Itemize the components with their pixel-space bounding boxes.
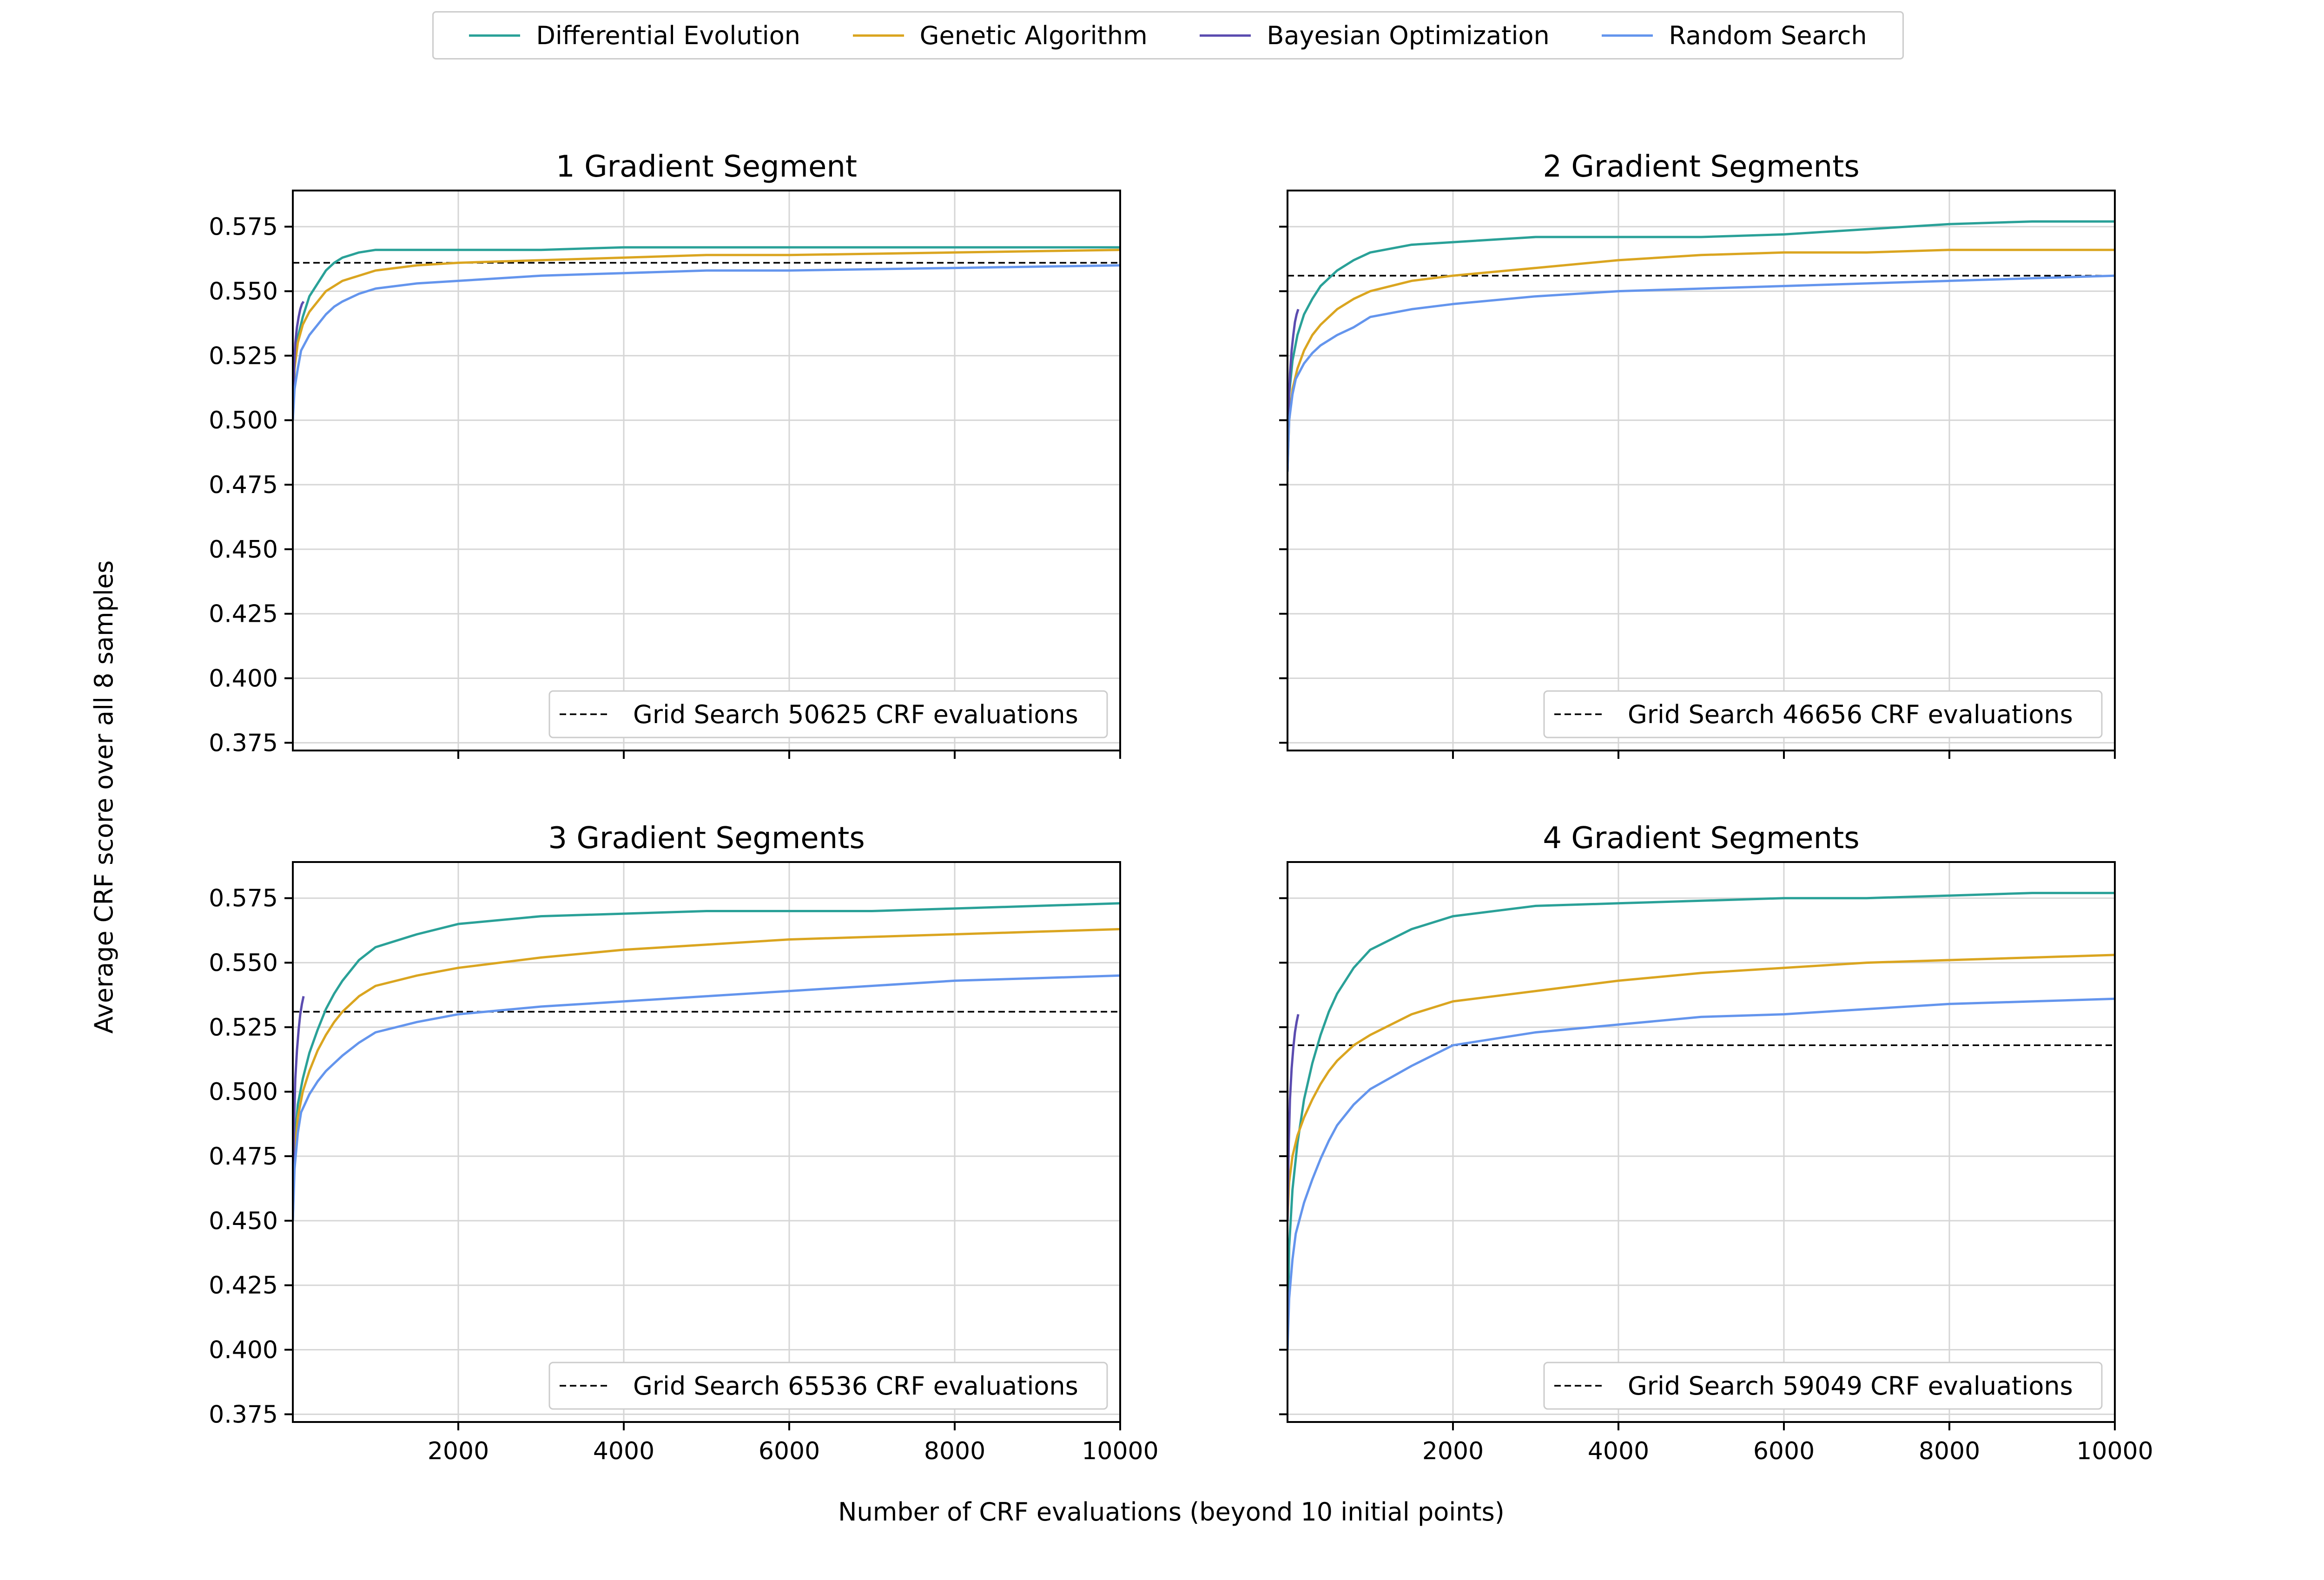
subplot-title: 4 Gradient Segments: [1543, 821, 1859, 856]
subplot-3: 3 Gradient Segments 0.375 0.400 0.425 0.450 0…: [209, 821, 1159, 1465]
y-tick-label: 0.375: [209, 1401, 278, 1429]
y-tick-label: 0.550: [209, 278, 278, 306]
y-tick-label: 0.575: [209, 213, 278, 241]
y-tick-label: 0.375: [209, 729, 278, 757]
grid-search-legend: [1543, 690, 2103, 738]
x-axis-label: Number of CRF evaluations (beyond 10 ini…: [838, 1497, 1505, 1527]
legend-swatch: [469, 34, 521, 37]
series-line-genetic-algorithm: [1287, 249, 2115, 472]
grid-search-legend-label: Grid Search 50625 CRF evaluations: [633, 700, 1078, 729]
series-line-bayesian-optimization: [1287, 309, 1300, 472]
y-tick-label: 0.575: [209, 885, 278, 913]
y-tick-label: 0.500: [209, 1078, 278, 1106]
subplot-1: 1 Gradient Segment 0.375 0.400 0.425 0.450 0.…: [209, 150, 1121, 759]
legend-label: Random Search: [1669, 20, 1867, 50]
y-tick-label: 0.450: [209, 536, 278, 564]
series-line-bayesian-optimization: [1287, 1014, 1300, 1221]
y-tick-label: 0.525: [209, 1014, 278, 1041]
grid-search-legend-label: Grid Search 46656 CRF evaluations: [1628, 700, 2073, 729]
y-tick-label: 0.400: [209, 665, 278, 693]
x-tick-label: 6000: [1753, 1437, 1815, 1465]
grid-search-legend-label: Grid Search 65536 CRF evaluations: [633, 1371, 1078, 1401]
y-tick-label: 0.500: [209, 407, 278, 434]
series-line-genetic-algorithm: [293, 249, 1120, 421]
y-axis-label: Average CRF score over all 8 samples: [89, 560, 119, 1034]
series-line-differential-evolution: [1287, 220, 2115, 472]
legend-label: Bayesian Optimization: [1267, 20, 1550, 50]
axes-frame: [292, 861, 1121, 1423]
series-line-differential-evolution: [293, 902, 1120, 1221]
grid-search-legend: [548, 690, 1108, 738]
y-tick-label: 0.525: [209, 342, 278, 370]
legend-swatch: [852, 34, 904, 37]
y-tick-label: 0.425: [209, 600, 278, 628]
y-tick-label: 0.550: [209, 949, 278, 977]
series-line-differential-evolution: [1287, 892, 2115, 1350]
x-tick-label: 8000: [1919, 1437, 1980, 1465]
series-line-bayesian-optimization: [293, 996, 305, 1221]
subplot-4: 4 Gradient Segments 2000 4000 6000 8000 10000…: [1279, 821, 2153, 1465]
figure-legend: Differential Evolution Genetic Algorithm B…: [432, 11, 1904, 59]
subplot-title: 2 Gradient Segments: [1543, 150, 1859, 184]
legend-swatch: [1200, 34, 1251, 37]
grid-search-legend-label: Grid Search 59049 CRF evaluations: [1628, 1371, 2073, 1401]
x-tick-label: 8000: [924, 1437, 985, 1465]
legend-label: Genetic Algorithm: [919, 20, 1148, 50]
legend-label: Differential Evolution: [536, 20, 801, 50]
series-line-differential-evolution: [293, 246, 1120, 421]
subplot-title: 3 Gradient Segments: [548, 821, 865, 856]
y-tick-label: 0.475: [209, 471, 278, 499]
x-tick-label: 10000: [1082, 1437, 1158, 1465]
series-line-genetic-algorithm: [1287, 954, 2115, 1221]
legend-entry: Random Search: [1602, 21, 1867, 50]
series-line-random-search: [293, 974, 1120, 1221]
series-line-bayesian-optimization: [293, 301, 305, 421]
axes-frame: [292, 190, 1121, 751]
y-tick-label: 0.400: [209, 1336, 278, 1364]
x-tick-label: 6000: [759, 1437, 820, 1465]
series-line-genetic-algorithm: [293, 928, 1120, 1221]
series-line-random-search: [1287, 997, 2115, 1350]
legend-entry: Bayesian Optimization: [1200, 20, 1550, 50]
axes-frame: [1287, 861, 2116, 1423]
grid-search-legend: [1543, 1362, 2103, 1410]
y-tick-label: 0.425: [209, 1272, 278, 1300]
x-tick-label: 4000: [1588, 1437, 1649, 1465]
x-tick-label: 10000: [2076, 1437, 2153, 1465]
x-tick-label: 4000: [593, 1437, 654, 1465]
y-tick-label: 0.450: [209, 1207, 278, 1235]
series-line-random-search: [293, 264, 1120, 421]
legend-entry: Genetic Algorithm: [852, 20, 1148, 50]
x-tick-label: 2000: [428, 1437, 489, 1465]
x-tick-label: 2000: [1422, 1437, 1484, 1465]
axes-frame: [1287, 190, 2116, 751]
y-tick-label: 0.475: [209, 1143, 278, 1171]
subplot-2: 2 Gradient Segments Grid Search 46656 CRF…: [1279, 150, 2116, 759]
series-line-random-search: [1287, 274, 2115, 472]
legend-entry: Differential Evolution: [469, 21, 800, 50]
legend-swatch: [1602, 34, 1653, 37]
subplot-title: 1 Gradient Segment: [556, 150, 857, 184]
grid-search-legend: [548, 1362, 1108, 1410]
